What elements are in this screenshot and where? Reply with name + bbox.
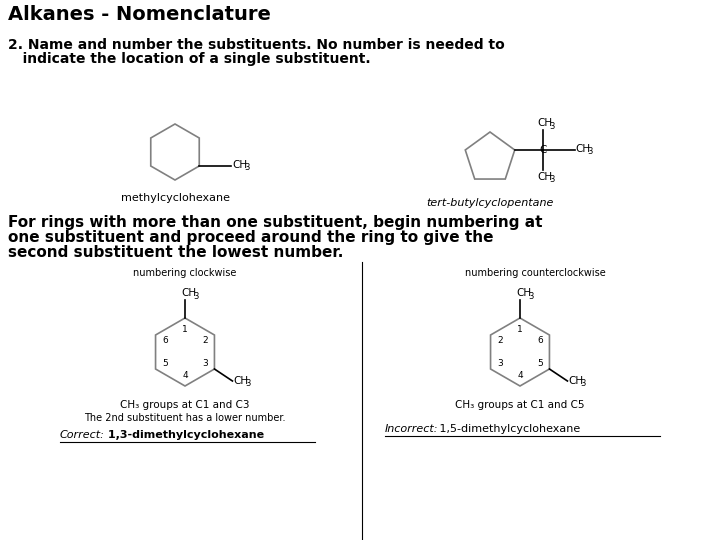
Text: indicate the location of a single substituent.: indicate the location of a single substi… [8,52,371,66]
Text: 6: 6 [537,336,543,345]
Text: 3: 3 [246,380,251,388]
Text: 1: 1 [517,325,523,334]
Text: For rings with more than one substituent, begin numbering at: For rings with more than one substituent… [8,215,542,230]
Text: 2. Name and number the substituents. No number is needed to: 2. Name and number the substituents. No … [8,38,505,52]
Text: CH: CH [576,144,591,154]
Text: CH: CH [538,172,553,182]
Text: Correct:: Correct: [60,430,105,440]
Text: CH₃ groups at C1 and C3: CH₃ groups at C1 and C3 [120,400,250,410]
Text: CH: CH [233,160,248,170]
Text: 3: 3 [528,292,534,301]
Text: 3: 3 [193,292,199,301]
Text: C: C [539,145,546,155]
Text: 4: 4 [517,370,523,380]
Text: The 2nd substituent has a lower number.: The 2nd substituent has a lower number. [84,413,286,423]
Text: 6: 6 [162,336,168,345]
Text: 2: 2 [202,336,208,345]
Text: Alkanes - Nomenclature: Alkanes - Nomenclature [8,5,271,24]
Text: 5: 5 [162,359,168,368]
Text: 2: 2 [498,336,503,345]
Text: CH₃ groups at C1 and C5: CH₃ groups at C1 and C5 [455,400,585,410]
Text: 5: 5 [537,359,543,368]
Text: 3: 3 [244,164,250,172]
Text: 3: 3 [588,147,593,157]
Text: numbering counterclockwise: numbering counterclockwise [464,268,606,278]
Text: tert-butylcyclopentane: tert-butylcyclopentane [426,198,554,208]
Text: 3: 3 [202,359,208,368]
Text: Incorrect:: Incorrect: [385,424,438,434]
Text: CH: CH [181,288,196,298]
Text: 4: 4 [182,370,188,380]
Text: CH: CH [538,118,553,128]
Text: 3: 3 [550,122,555,131]
Text: 3: 3 [580,380,586,388]
Text: 1,5-dimethylcyclohexane: 1,5-dimethylcyclohexane [436,424,580,434]
Text: CH: CH [569,376,584,386]
Text: 1: 1 [182,325,188,334]
Text: 3: 3 [498,359,503,368]
Text: second substituent the lowest number.: second substituent the lowest number. [8,245,343,260]
Text: methylcyclohexane: methylcyclohexane [120,193,230,203]
Text: 3: 3 [550,175,555,184]
Text: one substituent and proceed around the ring to give the: one substituent and proceed around the r… [8,230,493,245]
Text: CH: CH [233,376,248,386]
Text: numbering clockwise: numbering clockwise [133,268,237,278]
Text: CH: CH [516,288,531,298]
Text: 1,3-dimethylcyclohexane: 1,3-dimethylcyclohexane [104,430,264,440]
